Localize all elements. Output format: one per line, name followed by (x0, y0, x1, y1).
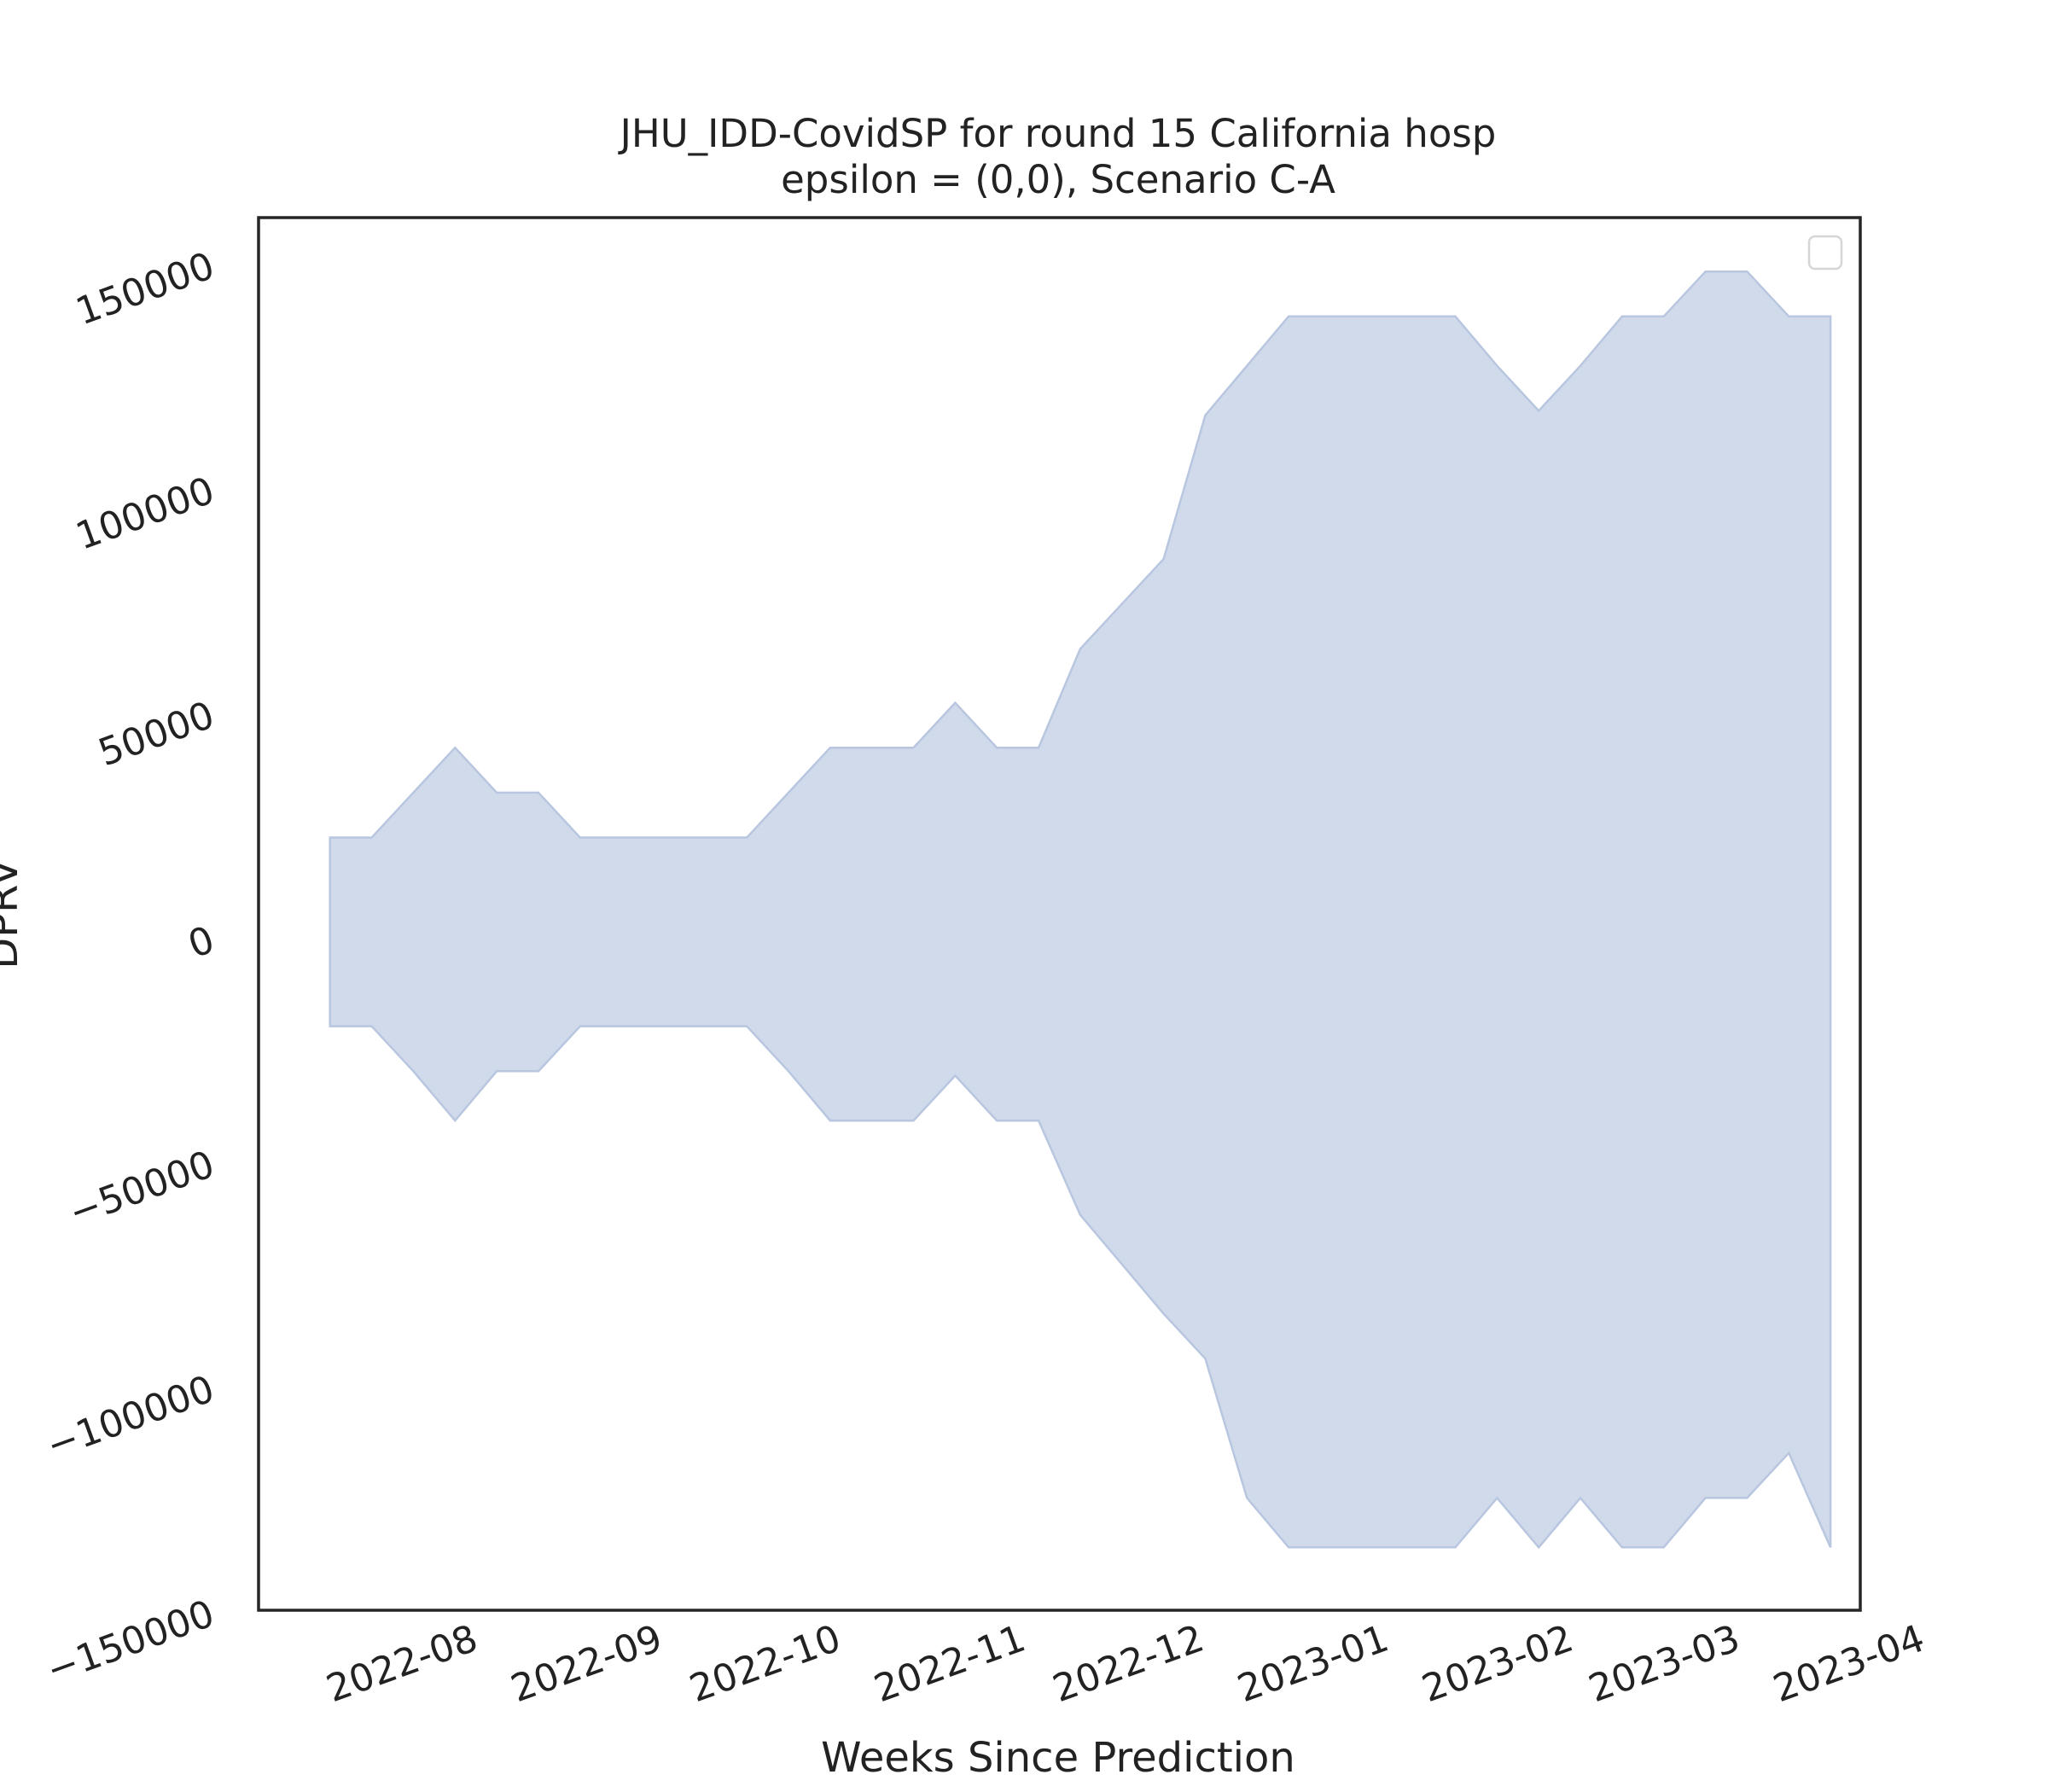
y-tick-label: 150000 (70, 244, 219, 334)
chart-title: JHU_IDD-CovidSP for round 15 California … (618, 111, 1497, 156)
plot-frame (257, 216, 1862, 1612)
uncertainty-band (329, 270, 1832, 1550)
y-tick-label: −150000 (41, 1591, 220, 1692)
x-axis-label: Weeks Since Prediction (821, 1734, 1295, 1782)
x-tick-label: 2023-04 (1768, 1616, 1930, 1711)
chart-subtitle: epsilon = (0,0), Scenario C-A (781, 157, 1335, 202)
y-tick-label: −50000 (63, 1143, 220, 1235)
x-tick-label: 2022-08 (321, 1616, 483, 1711)
x-tick-label: 2022-10 (684, 1616, 847, 1711)
y-tick-label: 50000 (93, 694, 220, 776)
legend-box (1807, 235, 1843, 271)
x-tick-label: 2023-01 (1232, 1616, 1394, 1711)
y-axis-label: DPRV (0, 858, 27, 969)
plot-area (329, 270, 1832, 1550)
x-tick-label: 2023-03 (1583, 1616, 1745, 1711)
y-axis-ticks: 150000 100000 50000 0 −50000 −100000 −150000 (41, 244, 220, 1692)
x-tick-label: 2022-09 (505, 1616, 667, 1711)
x-tick-label: 2023-02 (1417, 1616, 1579, 1711)
x-tick-label: 2022-12 (1047, 1616, 1209, 1711)
y-tick-label: 100000 (70, 468, 219, 558)
y-tick-label: −100000 (41, 1367, 220, 1468)
y-tick-label: 0 (183, 918, 220, 968)
x-axis-ticks: 2022-08 2022-09 2022-10 2022-11 2022-12 2023-… (321, 1616, 1930, 1711)
x-tick-label: 2022-11 (869, 1616, 1031, 1711)
